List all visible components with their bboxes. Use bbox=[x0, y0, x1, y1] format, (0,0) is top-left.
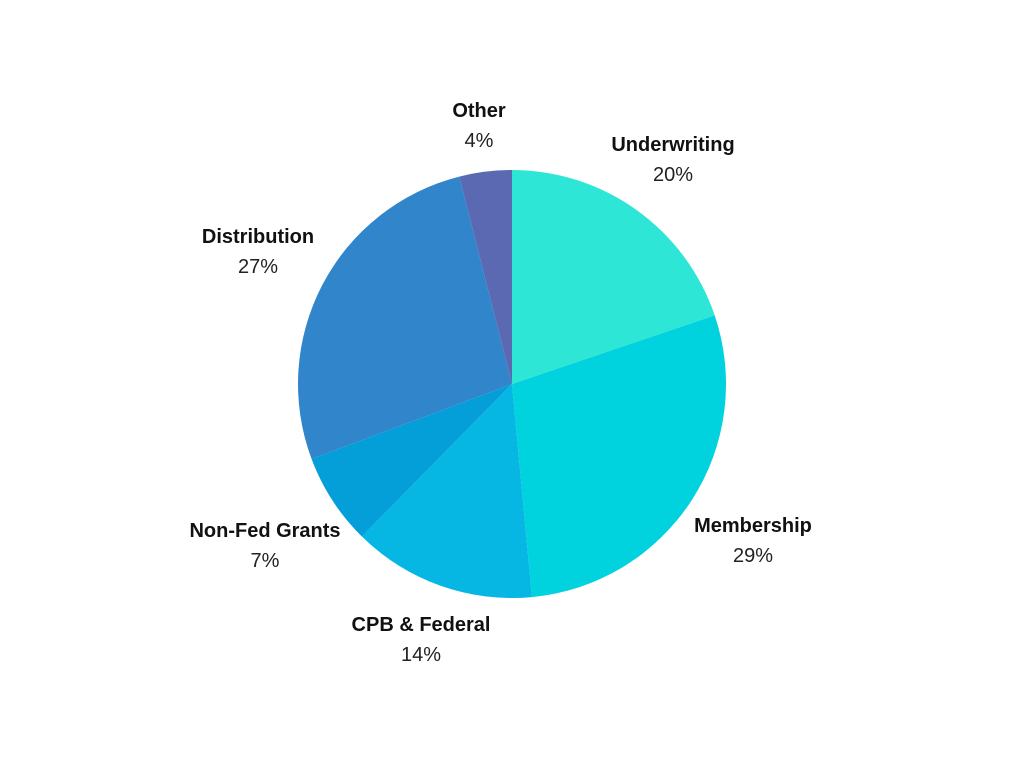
slice-label-cpb-federal: CPB & Federal bbox=[352, 614, 491, 636]
slice-value-non-fed-grants: 7% bbox=[251, 550, 280, 572]
label-membership: Membership 29% bbox=[694, 515, 812, 567]
label-underwriting: Underwriting 20% bbox=[611, 134, 734, 186]
label-non-fed-grants: Non-Fed Grants 7% bbox=[189, 520, 340, 572]
slice-label-distribution: Distribution bbox=[202, 226, 314, 248]
pie-slice-underwriting bbox=[512, 170, 715, 384]
slice-value-cpb-federal: 14% bbox=[401, 644, 441, 666]
label-cpb-federal: CPB & Federal 14% bbox=[352, 614, 491, 666]
slice-value-membership: 29% bbox=[733, 545, 773, 567]
slice-label-underwriting: Underwriting bbox=[611, 134, 734, 156]
pie-slice-cpb-federal bbox=[361, 384, 532, 599]
slice-value-underwriting: 20% bbox=[653, 164, 693, 186]
slice-label-membership: Membership bbox=[694, 515, 812, 537]
pie-slice-membership bbox=[512, 315, 727, 598]
slice-value-distribution: 27% bbox=[238, 256, 278, 278]
label-other: Other 4% bbox=[452, 100, 506, 152]
slice-label-other: Other bbox=[452, 100, 506, 122]
pie-slice-non-fed-grants bbox=[311, 384, 512, 537]
slice-value-other: 4% bbox=[465, 130, 494, 152]
pie-slices bbox=[298, 170, 727, 599]
pie-slice-distribution bbox=[298, 176, 512, 459]
slice-label-non-fed-grants: Non-Fed Grants bbox=[189, 520, 340, 542]
label-distribution: Distribution 27% bbox=[202, 226, 314, 278]
pie-slice-other bbox=[459, 170, 512, 384]
